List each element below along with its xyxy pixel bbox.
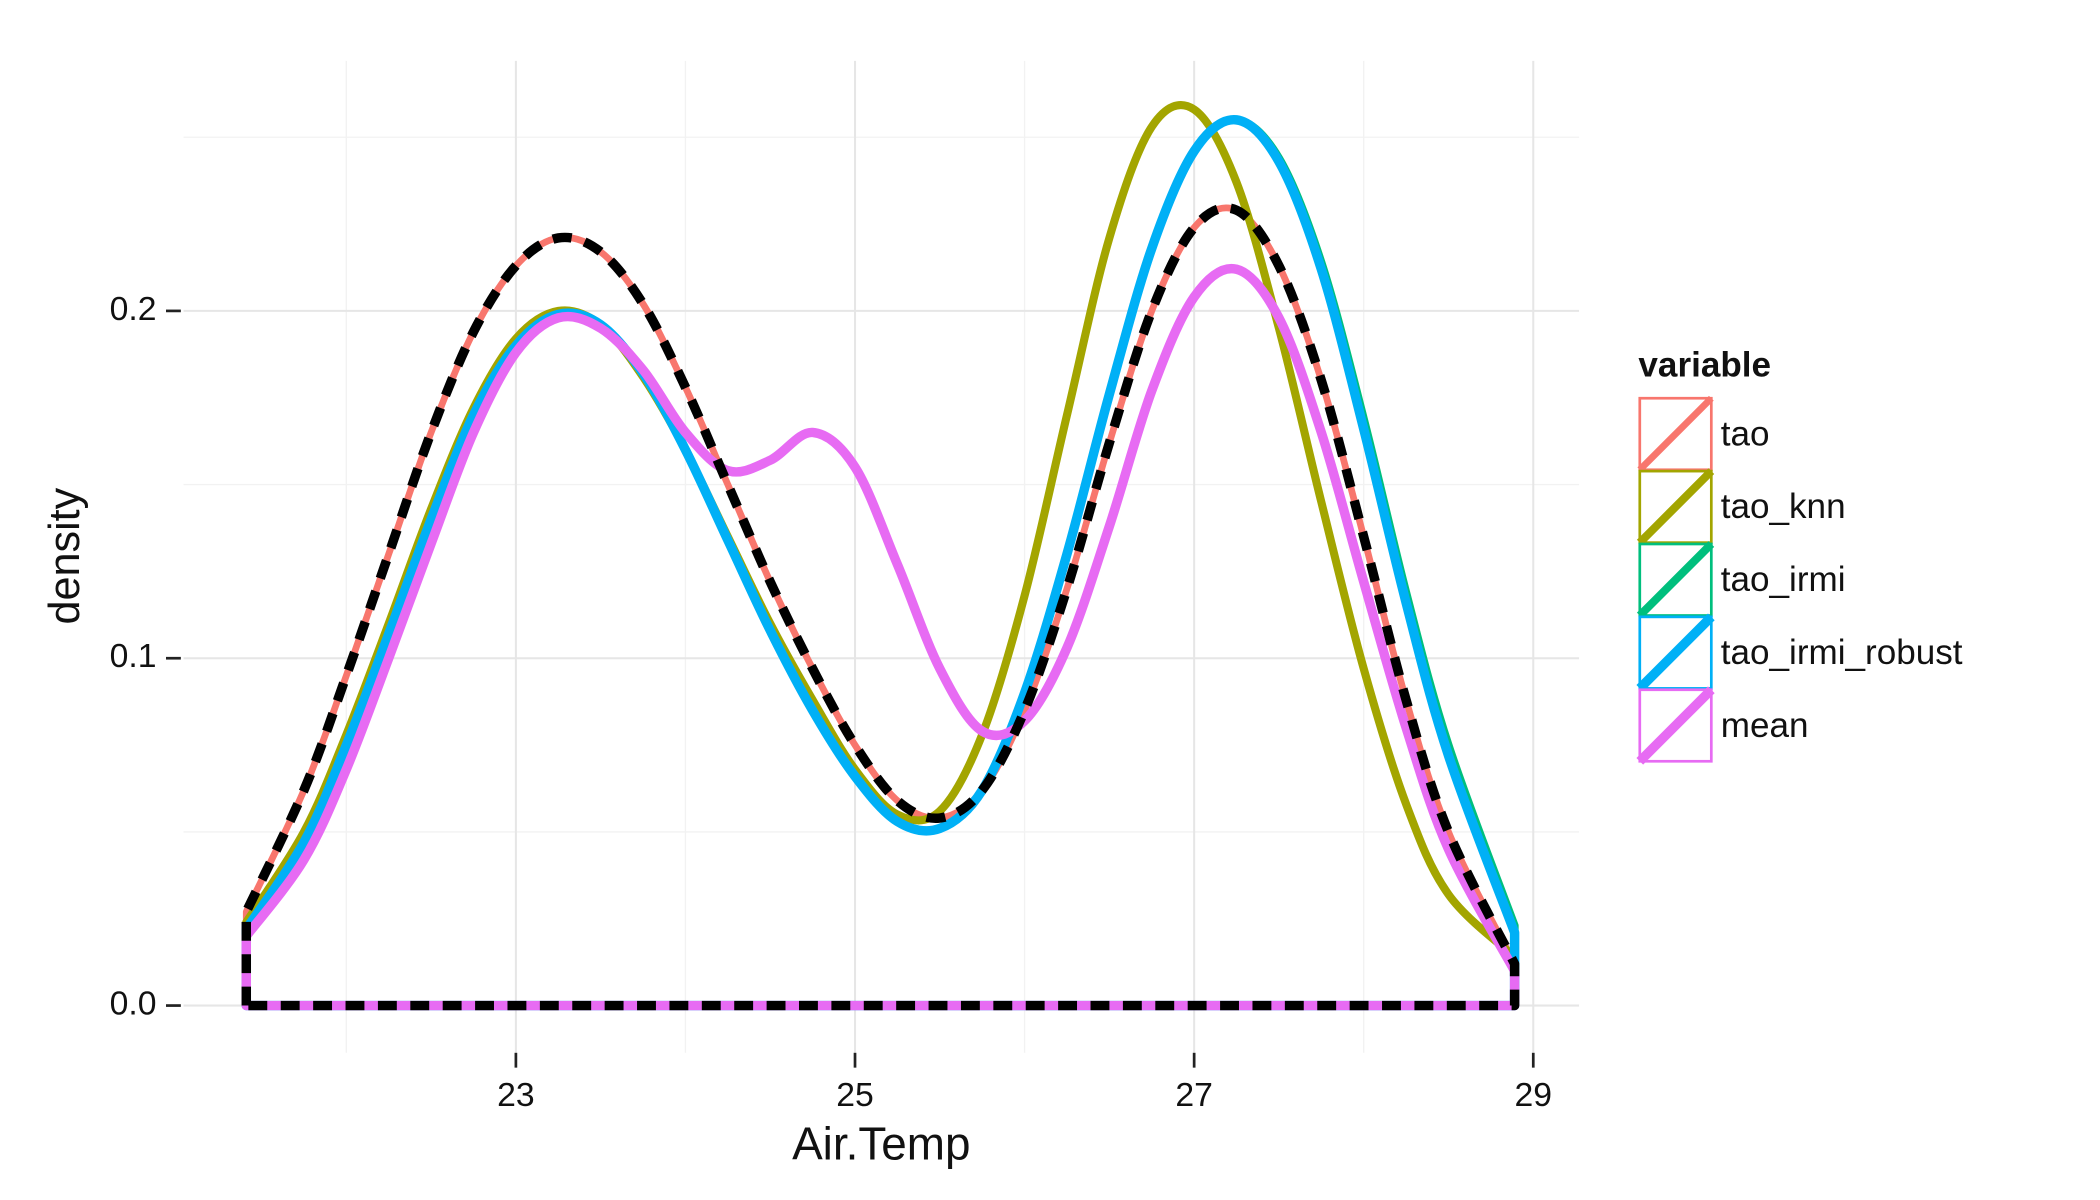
density-line	[241, 263, 1520, 1011]
x-tick-label: 27	[1175, 1076, 1213, 1114]
legend-swatch	[1636, 468, 1715, 546]
legend-label: tao_irmi	[1721, 560, 1846, 599]
density-line	[241, 115, 1520, 1011]
density-line	[242, 204, 1518, 1009]
legend-swatch	[1636, 541, 1715, 619]
legend-label: tao_knn	[1721, 487, 1846, 526]
density-line	[242, 101, 1519, 1010]
x-tick-label: 25	[836, 1076, 874, 1114]
legend-swatch	[1637, 395, 1714, 473]
legend-label: mean	[1721, 706, 1809, 745]
legend-label: tao	[1721, 414, 1770, 453]
x-tick-label: 23	[497, 1076, 535, 1114]
y-tick-label: 0.0	[110, 984, 157, 1022]
y-tick-label: 0.1	[110, 637, 157, 675]
x-tick-label: 29	[1515, 1076, 1553, 1114]
legend-label: tao_irmi_robust	[1721, 633, 1963, 672]
legend-item: tao_irmi_robust	[1636, 613, 1963, 692]
legend-item: tao	[1637, 395, 1770, 473]
legend-title: variable	[1638, 345, 1771, 384]
y-axis-title: density	[41, 487, 89, 624]
y-tick-label: 0.2	[110, 290, 157, 328]
density-line	[242, 115, 1519, 1010]
reference-density-line	[241, 203, 1520, 1011]
legend-swatch	[1636, 686, 1715, 765]
x-axis-title: Air.Temp	[792, 1117, 970, 1169]
legend-item: tao_knn	[1636, 468, 1846, 546]
legend-item: tao_irmi	[1636, 541, 1846, 619]
legend-swatch	[1636, 613, 1715, 692]
legend-item: mean	[1636, 686, 1809, 765]
